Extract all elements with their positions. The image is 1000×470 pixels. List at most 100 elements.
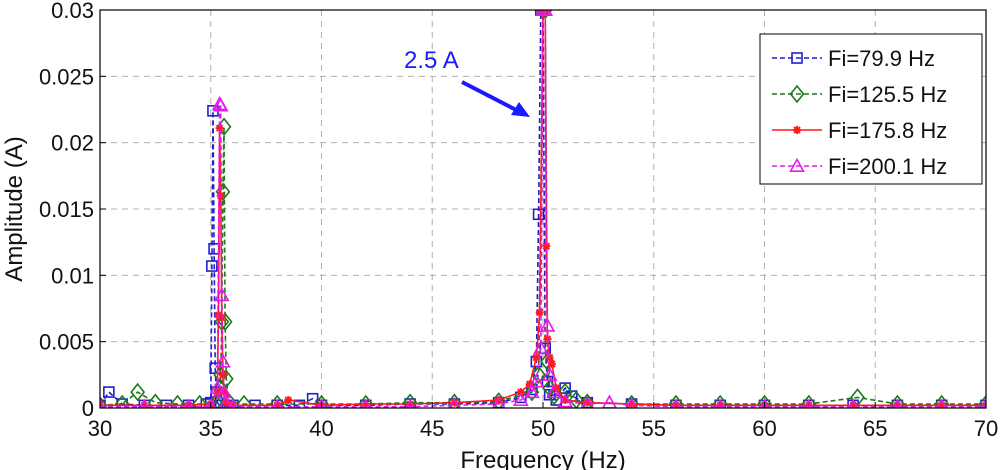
data-point (293, 399, 306, 408)
data-point (757, 394, 772, 408)
legend-entry: Fi=79.9 Hz (828, 46, 935, 71)
data-point (209, 379, 226, 395)
annotation-arrow-head (511, 102, 530, 117)
y-tick-label: 0.005 (39, 330, 94, 355)
data-point (360, 398, 372, 408)
data-point (448, 397, 461, 408)
x-tick-label: 65 (863, 416, 887, 441)
data-point (980, 398, 986, 408)
data-point (892, 398, 903, 408)
y-tick-label: 0.025 (39, 64, 94, 89)
x-tick-label: 30 (88, 416, 112, 441)
data-point (402, 393, 418, 408)
data-point (978, 394, 986, 408)
data-point (532, 340, 549, 355)
data-point (147, 393, 163, 408)
data-point (557, 393, 574, 408)
x-tick-label: 70 (974, 416, 998, 441)
legend-marker (791, 52, 803, 64)
data-point (712, 394, 728, 408)
x-tick-label: 60 (752, 416, 776, 441)
data-point (568, 390, 584, 408)
data-point (404, 398, 416, 408)
x-axis-label: Frequency (Hz) (460, 447, 625, 470)
data-point (170, 394, 185, 408)
legend-marker (789, 84, 805, 104)
series-line (100, 10, 986, 407)
data-point (580, 395, 595, 408)
data-point (192, 394, 208, 408)
data-point (670, 398, 682, 408)
data-point (624, 394, 640, 408)
data-point (358, 394, 374, 408)
data-point (535, 308, 544, 317)
data-point (803, 398, 815, 408)
data-point (213, 287, 230, 302)
y-axis-label: Amplitude (A) (1, 136, 28, 281)
data-point (801, 394, 817, 408)
data-point (936, 398, 947, 408)
data-point (269, 394, 285, 408)
data-point (284, 396, 293, 405)
data-point (139, 398, 150, 408)
data-point (114, 394, 130, 408)
data-point (537, 10, 554, 16)
data-point (103, 386, 115, 398)
data-point (625, 397, 638, 408)
data-point (216, 383, 232, 399)
data-point (528, 373, 545, 388)
data-point (524, 383, 540, 399)
data-point (212, 97, 229, 112)
data-point (579, 393, 595, 408)
annotation: 2.5 A (404, 47, 530, 117)
y-tick-label: 0.03 (51, 0, 94, 23)
data-point (227, 398, 239, 408)
annotation-arrow-shaft (461, 80, 521, 114)
y-tick-label: 0.01 (51, 263, 94, 288)
data-point (271, 398, 283, 408)
data-point (236, 394, 252, 408)
data-point (546, 383, 562, 399)
data-point (446, 393, 462, 408)
y-tick-label: 0.015 (39, 197, 94, 222)
data-point (934, 394, 950, 408)
data-point (100, 398, 106, 408)
x-tick-label: 50 (531, 416, 555, 441)
data-point (524, 382, 540, 402)
tick-labels: 30 35 40 45 50 55 60 65 70 0 0.005 0.01 0.015 0.02 0.0… (39, 0, 998, 441)
data-point (491, 395, 506, 408)
legend-entry: Fi=200.1 Hz (828, 154, 947, 179)
x-tick-label: 40 (309, 416, 333, 441)
y-tick-label: 0 (82, 396, 94, 421)
legend: Fi=79.9 Hz Fi=125.5 Hz Fi=175.8 Hz Fi=200.1… (759, 33, 983, 185)
data-point (130, 382, 146, 402)
data-point (316, 398, 327, 408)
legend-entry: Fi=125.5 Hz (828, 82, 947, 107)
data-point (668, 394, 684, 408)
data-point (545, 353, 554, 362)
data-point (205, 398, 217, 408)
data-point (531, 365, 546, 385)
legend-marker (793, 126, 801, 134)
x-tick-label: 35 (199, 416, 223, 441)
data-point (512, 391, 529, 407)
x-tick-label: 45 (420, 416, 444, 441)
series-4 (100, 10, 986, 408)
series-layer (100, 10, 986, 408)
data-point (314, 394, 329, 408)
x-tick-label: 55 (642, 416, 666, 441)
legend-entry: Fi=175.8 Hz (828, 118, 947, 143)
data-point (539, 317, 556, 332)
data-point (847, 398, 859, 408)
legend-marker (789, 157, 805, 172)
annotation-text: 2.5 A (404, 47, 459, 74)
y-tick-label: 0.02 (51, 131, 94, 156)
data-point (889, 394, 905, 408)
data-point (532, 208, 545, 221)
data-point (215, 353, 231, 368)
series-line (100, 10, 986, 408)
data-point (759, 398, 770, 408)
data-point (541, 366, 558, 381)
data-point (100, 396, 108, 408)
